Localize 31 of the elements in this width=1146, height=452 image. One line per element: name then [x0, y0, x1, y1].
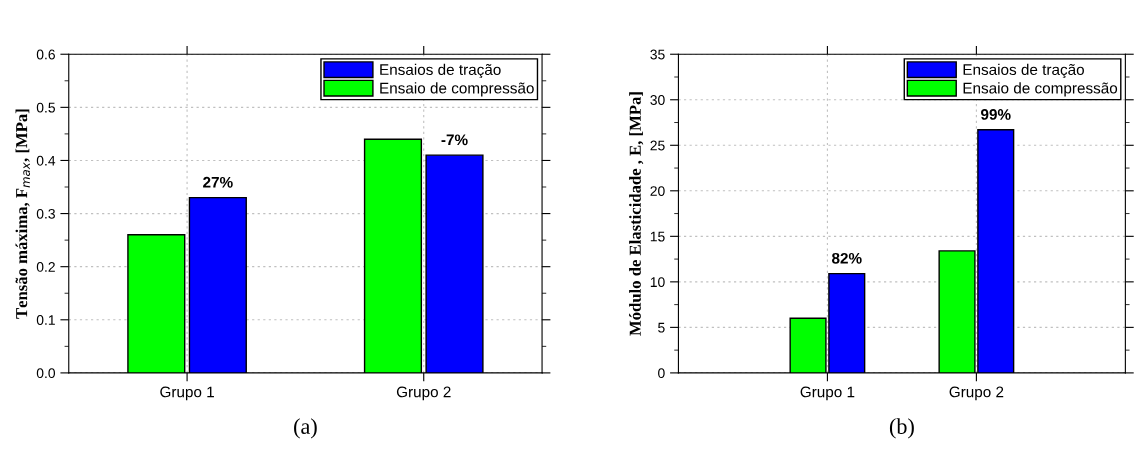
x-tick-label: Grupo 2 — [396, 386, 451, 401]
y-tick-label: 0.3 — [36, 208, 55, 219]
annotation: -7% — [441, 134, 468, 146]
x-tick-label: Grupo 2 — [949, 386, 1004, 401]
y-tick-label: 0 — [658, 368, 665, 379]
annotation: 99% — [981, 109, 1011, 120]
y-axis-title: Módulo de Elasticidade , E, [MPa] — [629, 92, 644, 336]
x-tick-label: Grupo 1 — [800, 386, 855, 401]
y-axis-title: Tensão máxima, F$_{max}$, [MPa] — [15, 109, 30, 319]
y-tick-label: 0.0 — [36, 368, 56, 379]
y-tick-label: 35 — [650, 49, 665, 60]
y-tick-label: 0.1 — [36, 315, 55, 325]
y-tick-label: 0.4 — [36, 155, 56, 166]
y-tick-label: 0.5 — [36, 102, 55, 113]
y-tick-label: 20 — [650, 186, 665, 196]
legend-label: Ensaio de compressão — [380, 82, 534, 97]
legend-label: Ensaios de tração — [380, 63, 501, 79]
y-tick-label: 10 — [650, 277, 665, 288]
x-tick-label: Grupo 1 — [160, 386, 214, 401]
y-tick-label: 0.2 — [36, 262, 55, 272]
annotation: 82% — [831, 252, 862, 264]
y-tick-label: 5 — [658, 322, 665, 333]
y-tick-label: 30 — [650, 95, 665, 105]
legend-label: Ensaio de compressão — [963, 82, 1118, 97]
legend-label: Ensaios de tração — [963, 63, 1084, 79]
y-tick-label: 25 — [650, 140, 665, 151]
annotation: 27% — [203, 176, 233, 188]
y-tick-label: 0.6 — [36, 49, 55, 60]
text: (b) — [889, 418, 914, 439]
y-tick-label: 15 — [650, 231, 665, 242]
text: (a) — [294, 418, 317, 439]
